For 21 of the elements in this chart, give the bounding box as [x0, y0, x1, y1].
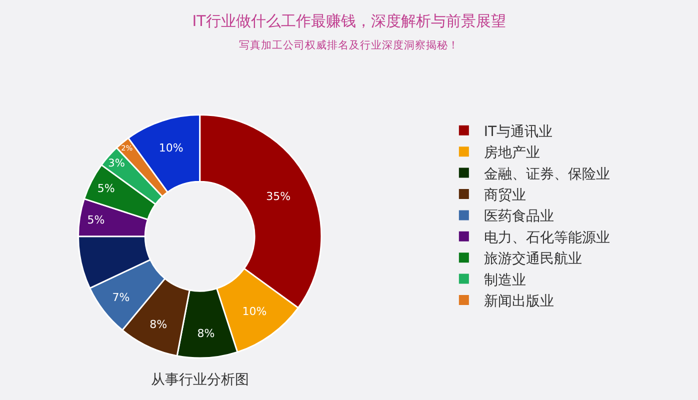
data-label: 7% [112, 291, 130, 304]
chart-subtitle: 写真加工公司权威排名及行业深度洞察揭秘！ [239, 38, 459, 52]
legend-label: 电力、石化等能源业 [484, 230, 610, 246]
data-label: 8% [197, 327, 215, 340]
data-label: 5% [97, 182, 115, 196]
legend-label: 房地产业 [484, 145, 540, 162]
data-label: 10% [242, 305, 267, 318]
data-label: 8% [150, 318, 168, 332]
legend-label: 金融、证券、保险业 [484, 166, 610, 182]
legend-label: 新闻出版业 [484, 293, 554, 310]
legend-label: 医药食品业 [484, 208, 554, 225]
legend-label: 商贸业 [484, 187, 526, 204]
text: 从事行业分析图 [151, 372, 249, 388]
data-label: 3% [108, 157, 125, 170]
legend-label: IT与通讯业 [484, 124, 553, 140]
legend-label: 制造业 [484, 272, 526, 288]
legend-label: 旅游交通民航业 [484, 251, 582, 268]
chart-title: IT行业做什么工作最赚钱，深度解析与前景展望 [192, 12, 506, 30]
data-label: 5% [87, 213, 105, 226]
data-label: 10% [158, 142, 184, 155]
data-label: 35% [266, 190, 291, 203]
